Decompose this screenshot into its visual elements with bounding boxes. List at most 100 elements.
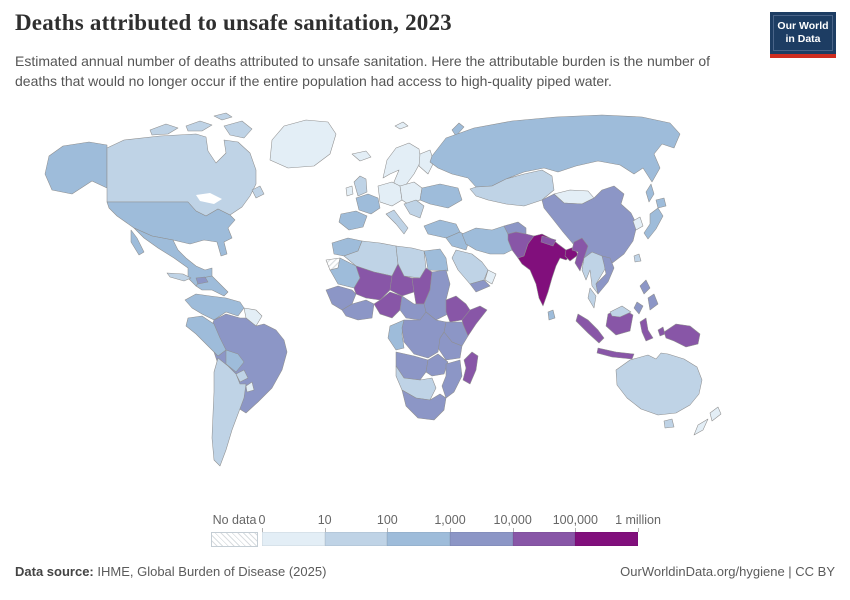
region-balkans[interactable] [403, 199, 425, 219]
legend-tick-mark [575, 528, 577, 532]
legend-tick-label: 1 million [615, 513, 661, 527]
region-poland-baltics[interactable] [399, 181, 423, 205]
country-japan-hokkaido[interactable] [655, 197, 667, 209]
region-guyanas[interactable] [243, 307, 263, 327]
country-australia[interactable] [615, 352, 703, 416]
country-oman[interactable] [484, 269, 497, 285]
country-uk[interactable] [353, 175, 368, 197]
legend-color-bar [262, 532, 639, 546]
country-myanmar[interactable] [571, 237, 589, 272]
island-new-guinea[interactable] [663, 323, 701, 348]
data-source: Data source: IHME, Global Burden of Dise… [15, 564, 326, 579]
country-alaska[interactable] [44, 141, 108, 195]
page-title: Deaths attributed to unsafe sanitation, … [15, 10, 452, 35]
country-russia[interactable] [429, 114, 681, 188]
region-central-europe[interactable] [377, 181, 403, 207]
country-korea[interactable] [632, 216, 644, 231]
legend-bin-5[interactable] [575, 532, 639, 546]
island-sumatra[interactable] [575, 313, 605, 344]
islands-svalbard[interactable] [394, 121, 409, 130]
country-mexico-baja[interactable] [130, 229, 145, 256]
canada-arctic-islands[interactable] [149, 123, 179, 136]
legend-tick-label: 10,000 [493, 513, 532, 527]
country-philippines[interactable] [633, 301, 644, 315]
country-ukraine[interactable] [419, 183, 463, 209]
country-canada-newfoundland[interactable] [251, 185, 265, 199]
legend-scale: 0 10 100 1,000 10,000 100,000 1 million [259, 513, 661, 547]
chart-footer: Data source: IHME, Global Burden of Dise… [0, 564, 850, 579]
legend-bin-2[interactable] [387, 532, 451, 546]
region-malaysia-borneo[interactable] [609, 305, 632, 318]
owid-logo[interactable]: Our World in Data [770, 12, 836, 59]
legend-tick-mark [512, 528, 514, 532]
country-uruguay[interactable] [245, 381, 255, 393]
country-new-zealand[interactable] [709, 406, 722, 422]
country-drc[interactable] [401, 311, 447, 359]
map-legend: No data 0 10 100 1,000 10,000 100,000 1 millio… [211, 513, 661, 547]
region-central-asia[interactable] [469, 169, 555, 207]
country-yemen[interactable] [469, 279, 491, 293]
country-bolivia[interactable] [225, 349, 245, 373]
legend-no-data[interactable]: No data [211, 513, 258, 547]
region-malay-peninsula[interactable] [587, 287, 597, 309]
region-argentina-chile[interactable] [211, 357, 247, 467]
region-gabon-congo[interactable] [387, 319, 405, 351]
world-map[interactable] [0, 108, 850, 508]
country-taiwan[interactable] [633, 253, 642, 263]
region-senegal-guinea[interactable] [325, 285, 357, 311]
legend-tick-label: 100,000 [552, 513, 598, 527]
island-java[interactable] [596, 347, 635, 360]
region-iberia[interactable] [338, 210, 368, 231]
caspian-sea [462, 198, 474, 224]
island-sakhalin[interactable] [645, 183, 655, 203]
country-madagascar[interactable] [462, 351, 479, 385]
country-saudi-arabia[interactable] [451, 249, 489, 285]
legend-bin-1[interactable] [324, 532, 388, 546]
legend-bin-4[interactable] [512, 532, 576, 546]
owid-url-link[interactable]: OurWorldinData.org/hygiene | CC BY [620, 564, 835, 579]
country-india[interactable] [517, 233, 573, 307]
canada-arctic-islands[interactable] [185, 120, 213, 132]
legend-tick-label: 10 [317, 513, 332, 527]
country-niger[interactable] [389, 263, 415, 297]
country-france[interactable] [355, 193, 381, 215]
data-source-text: IHME, Global Burden of Disease (2025) [93, 564, 327, 579]
country-cuba[interactable] [166, 272, 192, 282]
country-libya[interactable] [395, 245, 427, 279]
country-japan[interactable] [643, 207, 664, 240]
country-philippines[interactable] [647, 293, 659, 311]
legend-no-data-swatch[interactable] [211, 532, 258, 547]
country-greenland[interactable] [269, 119, 337, 169]
region-ivory-coast-ghana[interactable] [341, 299, 375, 321]
region-mozambique-zimbabwe[interactable] [441, 359, 463, 399]
country-philippines[interactable] [639, 279, 651, 295]
region-namibia-botswana[interactable] [395, 365, 437, 401]
legend-bin-3[interactable] [450, 532, 513, 546]
country-iceland[interactable] [351, 150, 372, 162]
region-peru-ecuador[interactable] [185, 315, 227, 357]
country-hispaniola[interactable] [195, 276, 209, 285]
country-egypt[interactable] [423, 248, 449, 272]
island-tasmania[interactable] [663, 418, 675, 429]
island-sulawesi[interactable] [639, 317, 654, 342]
canada-arctic-islands[interactable] [223, 120, 253, 139]
islands-maluku[interactable] [657, 326, 666, 337]
owid-logo-line2: in Data [785, 33, 821, 46]
country-sri-lanka[interactable] [547, 309, 556, 321]
country-ireland[interactable] [345, 185, 354, 197]
region-scandinavia[interactable] [382, 142, 422, 194]
country-finland[interactable] [418, 149, 435, 175]
country-paraguay[interactable] [235, 369, 249, 383]
legend-tick-mark [262, 528, 263, 532]
country-south-africa[interactable] [401, 389, 447, 421]
country-iran[interactable] [461, 225, 513, 255]
country-zambia[interactable] [425, 353, 449, 377]
region-colombia-venezuela[interactable] [184, 293, 245, 321]
country-vietnam[interactable] [595, 255, 615, 295]
country-nepal[interactable] [540, 235, 557, 247]
canada-arctic-islands[interactable] [213, 112, 233, 121]
islands-novaya-zemlya[interactable] [451, 122, 465, 137]
legend-bin-0[interactable] [262, 532, 325, 546]
country-italy[interactable] [385, 209, 409, 235]
country-new-zealand[interactable] [693, 418, 709, 436]
